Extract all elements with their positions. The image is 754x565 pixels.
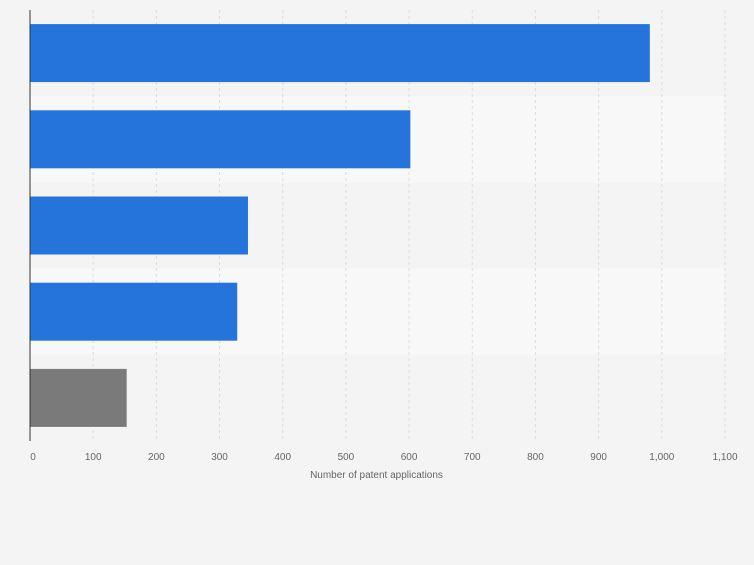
x-tick-label: 200 xyxy=(148,452,165,463)
x-tick-label: 400 xyxy=(274,452,291,463)
bar[interactable] xyxy=(30,24,650,83)
x-tick-label: 700 xyxy=(464,452,481,463)
bar[interactable] xyxy=(30,110,411,169)
row-band xyxy=(30,354,725,441)
bar[interactable] xyxy=(30,282,238,341)
x-tick-label: 0 xyxy=(30,452,36,463)
x-tick-label: 1,000 xyxy=(649,452,674,463)
x-tick-label: 100 xyxy=(85,452,102,463)
x-tick-label: 600 xyxy=(401,452,418,463)
x-tick-label: 800 xyxy=(527,452,544,463)
x-tick-label: 300 xyxy=(211,452,228,463)
x-tick-label: 1,100 xyxy=(712,452,737,463)
bars xyxy=(30,24,650,427)
x-tick-labels: 0 100 200 300 400 500 600 700 800 900 1,000 1,100 xyxy=(30,452,738,463)
x-axis-title: Number of patent applications xyxy=(310,470,443,481)
bar[interactable] xyxy=(30,196,248,255)
x-tick-label: 900 xyxy=(590,452,607,463)
bar[interactable] xyxy=(30,368,127,427)
x-tick-label: 500 xyxy=(338,452,355,463)
